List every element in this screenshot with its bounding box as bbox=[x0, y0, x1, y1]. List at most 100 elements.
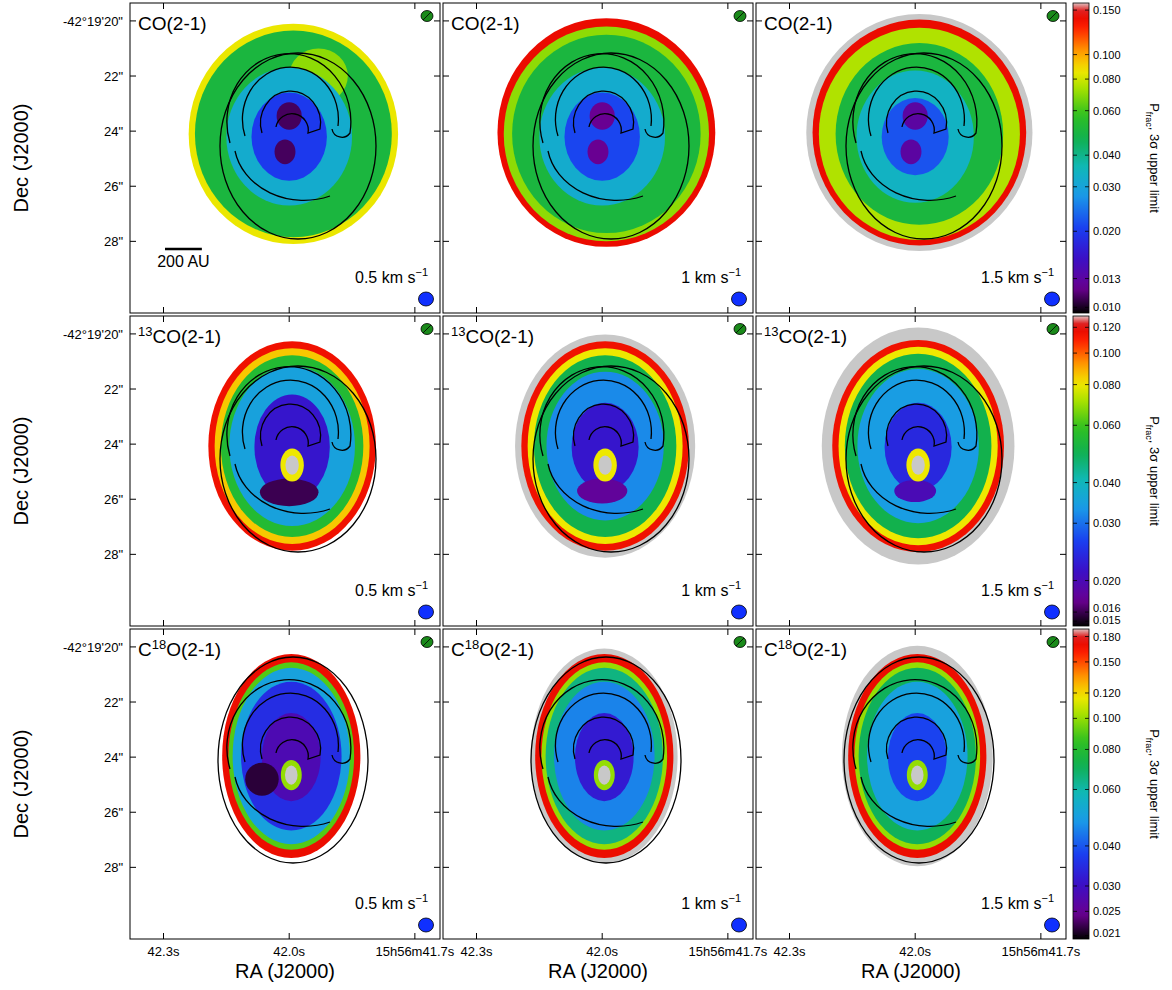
colorbar-tick bbox=[1073, 523, 1077, 524]
title-part: O(2-1) bbox=[792, 639, 847, 660]
title-part: CO(2-1) bbox=[778, 326, 847, 347]
colorbar-tick-label: 0.025 bbox=[1093, 905, 1121, 917]
pfrac-region bbox=[588, 139, 609, 164]
pfrac-region bbox=[554, 682, 655, 831]
y-tick bbox=[747, 867, 753, 868]
y-tick bbox=[756, 333, 762, 334]
y-tick-label: 28" bbox=[104, 234, 123, 249]
y-tick bbox=[434, 554, 440, 555]
contour bbox=[548, 464, 643, 513]
colorbar-tick-label: 0.100 bbox=[1093, 712, 1121, 724]
colorbar-tick bbox=[1085, 580, 1089, 581]
colorbar-tick-label: 0.150 bbox=[1093, 4, 1121, 16]
beam-hatch bbox=[736, 12, 744, 20]
y-tick bbox=[747, 241, 753, 242]
title-part: 13 bbox=[138, 324, 152, 339]
pfrac-region bbox=[832, 340, 1004, 552]
contours bbox=[844, 657, 994, 863]
contours bbox=[846, 366, 1002, 552]
y-tick bbox=[1060, 76, 1066, 77]
x-tick-label: 42.3s bbox=[774, 944, 806, 959]
x-tick bbox=[727, 629, 728, 635]
beam-hatch bbox=[423, 12, 431, 20]
y-tick bbox=[130, 757, 136, 758]
y-tick bbox=[130, 333, 136, 334]
y-tick bbox=[130, 554, 136, 555]
colorbar-tick-label: 0.040 bbox=[1093, 477, 1121, 489]
y-tick bbox=[756, 444, 762, 445]
panel-title: CO(2-1) bbox=[451, 13, 520, 34]
panel-title: CO(2-1) bbox=[764, 13, 833, 34]
x-tick bbox=[602, 620, 603, 626]
y-tick bbox=[1060, 131, 1066, 132]
colorbar-tick bbox=[1073, 186, 1077, 187]
colorbar-label-part: , 3σ upper limit bbox=[1147, 440, 1162, 526]
pfrac-region bbox=[822, 328, 1015, 565]
colorbar-tick bbox=[1085, 911, 1089, 912]
x-tick-label: 15h56m41.7s bbox=[375, 944, 454, 959]
y-tick bbox=[434, 20, 440, 21]
x-axis-title: RA (J2000) bbox=[548, 960, 648, 982]
colorbar-tick bbox=[1073, 482, 1077, 483]
x-tick bbox=[1040, 933, 1041, 939]
y-tick bbox=[434, 499, 440, 500]
y-tick bbox=[443, 241, 449, 242]
y-tick bbox=[443, 389, 449, 390]
contour bbox=[887, 404, 947, 446]
pfrac-region bbox=[539, 68, 665, 206]
x-tick bbox=[789, 307, 790, 313]
beam-dust bbox=[734, 11, 746, 22]
colorbar-tick-label: 0.060 bbox=[1093, 105, 1121, 117]
x-tick bbox=[163, 316, 164, 322]
contour bbox=[868, 380, 964, 449]
colorbar-label-part: P bbox=[1147, 103, 1162, 112]
contour bbox=[261, 91, 321, 133]
y-tick bbox=[756, 646, 762, 647]
y-tick bbox=[756, 554, 762, 555]
x-tick bbox=[915, 933, 916, 939]
contours bbox=[533, 366, 689, 552]
colorbar-tick bbox=[1085, 425, 1089, 426]
pfrac-region bbox=[541, 662, 667, 849]
map-layer bbox=[189, 24, 398, 244]
title-part: 18 bbox=[778, 637, 792, 652]
beam-line bbox=[419, 918, 434, 932]
x-tick bbox=[476, 307, 477, 313]
x-tick bbox=[915, 316, 916, 322]
panel-bg bbox=[443, 3, 753, 313]
colorbar-tick bbox=[1073, 718, 1077, 719]
colorbar-tick-label: 0.010 bbox=[1093, 301, 1121, 313]
y-tick bbox=[1060, 333, 1066, 334]
colorbar-tick bbox=[1073, 278, 1077, 279]
y-tick-label: 22" bbox=[104, 382, 123, 397]
panel-title: 13CO(2-1) bbox=[764, 324, 847, 347]
colorbar-tick-label: 0.100 bbox=[1093, 49, 1121, 61]
beam-hatch bbox=[423, 638, 431, 646]
velocity-text: 1 km s bbox=[681, 582, 728, 599]
beam-hatch bbox=[1049, 12, 1057, 20]
velocity-text: 1 km s bbox=[681, 269, 728, 286]
contour bbox=[887, 717, 947, 759]
contour bbox=[861, 777, 956, 826]
x-tick bbox=[414, 316, 415, 322]
y-tick bbox=[747, 702, 753, 703]
x-tick bbox=[1040, 629, 1041, 635]
colorbar-tick bbox=[1085, 54, 1089, 55]
colorbar-tick bbox=[1073, 54, 1077, 55]
y-tick bbox=[443, 867, 449, 868]
colorbar-tick-label: 0.030 bbox=[1093, 880, 1121, 892]
velocity-label: 1 km s−1 bbox=[681, 892, 741, 912]
x-tick bbox=[915, 3, 916, 9]
panel-frame bbox=[756, 316, 1066, 626]
map-layer bbox=[497, 18, 715, 247]
x-axis-title: RA (J2000) bbox=[861, 960, 961, 982]
contour bbox=[235, 464, 330, 513]
pfrac-region bbox=[189, 24, 398, 244]
colorbar-tick-label: 0.013 bbox=[1093, 273, 1121, 285]
y-tick-label: 24" bbox=[104, 124, 123, 139]
x-tick bbox=[789, 620, 790, 626]
y-tick bbox=[756, 702, 762, 703]
velocity-label: 1 km s−1 bbox=[681, 579, 741, 599]
velocity-text: 0.5 km s bbox=[355, 895, 415, 912]
y-tick bbox=[434, 131, 440, 132]
